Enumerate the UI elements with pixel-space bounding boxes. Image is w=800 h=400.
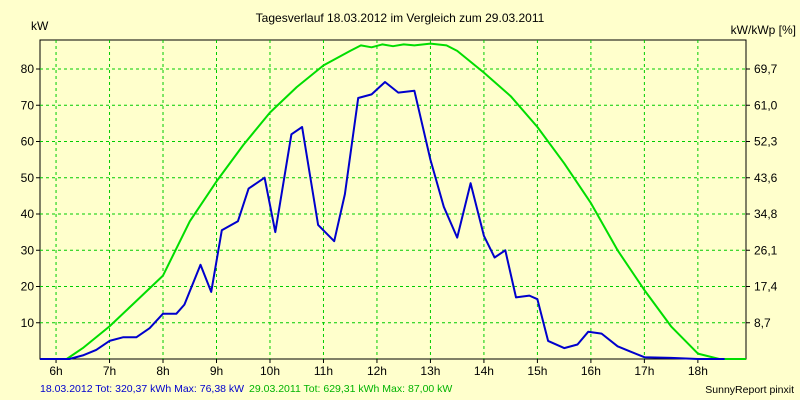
x-tick-label: 17h [634, 364, 654, 378]
tick-labels: 6h 7h 8h 9h 10h 11h 12h 13h 14h 15h 16h 17h 18h 10 8,7… [21, 62, 778, 378]
y-tick-label-left: 10 [21, 316, 35, 330]
y-tick-label-left: 20 [21, 280, 35, 294]
y-axis-label-left: kW [31, 19, 49, 33]
y-tick-label-right: 8,7 [754, 316, 771, 330]
y-tick-label-right: 26,1 [754, 243, 778, 257]
legend-footer: 18.03.2012 Tot: 320,37 kWh Max: 76,38 kW… [40, 383, 452, 395]
y-tick-label-left: 30 [21, 243, 35, 257]
x-tick-label: 7h [103, 364, 116, 378]
y-tick-label-left: 80 [21, 62, 35, 76]
x-tick-label: 6h [49, 364, 62, 378]
grid-lines [40, 40, 746, 359]
x-tick-label: 14h [474, 364, 494, 378]
x-tick-label: 10h [260, 364, 280, 378]
legend-series-2: 29.03.2011 Tot: 629,31 kWh Max: 87,00 kW [249, 383, 453, 395]
x-tick-label: 11h [314, 364, 333, 378]
y-tick-label-right: 17,4 [754, 280, 778, 294]
legend-series-1: 18.03.2012 Tot: 320,37 kWh Max: 76,38 kW [40, 383, 245, 395]
series-line-29-03-2011 [40, 42, 746, 360]
y-tick-label-left: 50 [21, 171, 35, 185]
y-axis-label-right: kW/kWp [%] [731, 23, 796, 37]
y-tick-label-right: 34,8 [754, 207, 778, 221]
y-tick-label-right: 43,6 [754, 171, 778, 185]
x-tick-label: 12h [367, 364, 387, 378]
x-tick-label: 13h [420, 364, 440, 378]
x-tick-label: 15h [527, 364, 547, 378]
x-tick-label: 18h [688, 364, 708, 378]
series-layer [40, 42, 746, 360]
plot-area [39, 39, 747, 360]
y-tick-label-left: 60 [21, 135, 35, 149]
chart-title: Tagesverlauf 18.03.2012 im Vergleich zum… [256, 11, 545, 25]
y-tick-label-right: 69,7 [754, 62, 778, 76]
y-tick-label-left: 40 [21, 207, 35, 221]
y-tick-label-right: 61,0 [754, 98, 778, 112]
y-tick-label-right: 52,3 [754, 135, 778, 149]
credit-text: SunnyReport pinxit [705, 384, 794, 396]
y-tick-label-left: 70 [21, 98, 35, 112]
x-tick-label: 9h [210, 364, 223, 378]
x-tick-label: 8h [156, 364, 169, 378]
series-line-18-03-2012 [40, 81, 725, 360]
x-tick-label: 16h [581, 364, 601, 378]
